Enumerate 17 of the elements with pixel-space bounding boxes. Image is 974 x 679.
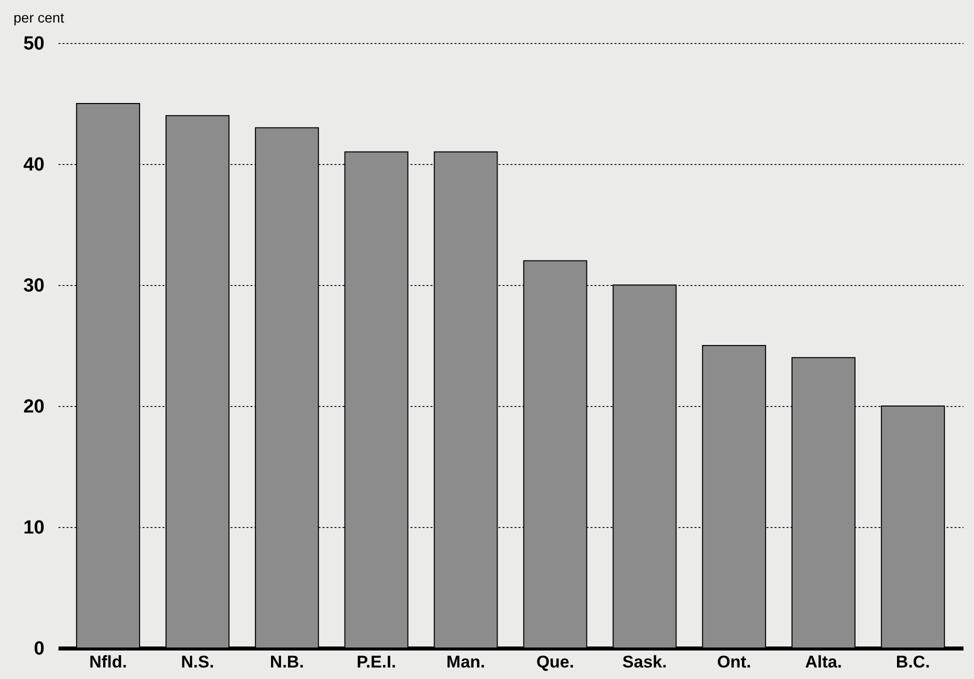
x-tick-label: Man. (446, 652, 486, 672)
y-axis-title: per cent (14, 10, 64, 26)
x-tick-label: N.S. (180, 652, 214, 672)
x-tick-label: Ont. (717, 652, 752, 672)
y-tick-label: 30 (23, 276, 44, 296)
x-tick-label: B.C. (896, 652, 930, 672)
x-tick-label: Alta. (805, 652, 842, 672)
x-tick-label: Sask. (622, 652, 667, 672)
y-tick-label: 20 (23, 396, 44, 418)
y-tick-label: 50 (23, 34, 44, 54)
y-tick-label: 10 (23, 518, 44, 538)
y-tick-label: 40 (23, 154, 44, 176)
x-tick-label: N.B. (270, 652, 304, 672)
x-tick-label: P.E.I. (356, 652, 396, 672)
x-tick-label: Que. (536, 652, 574, 672)
x-tick-label: Nfld. (89, 652, 127, 672)
y-tick-label: 0 (34, 638, 44, 660)
